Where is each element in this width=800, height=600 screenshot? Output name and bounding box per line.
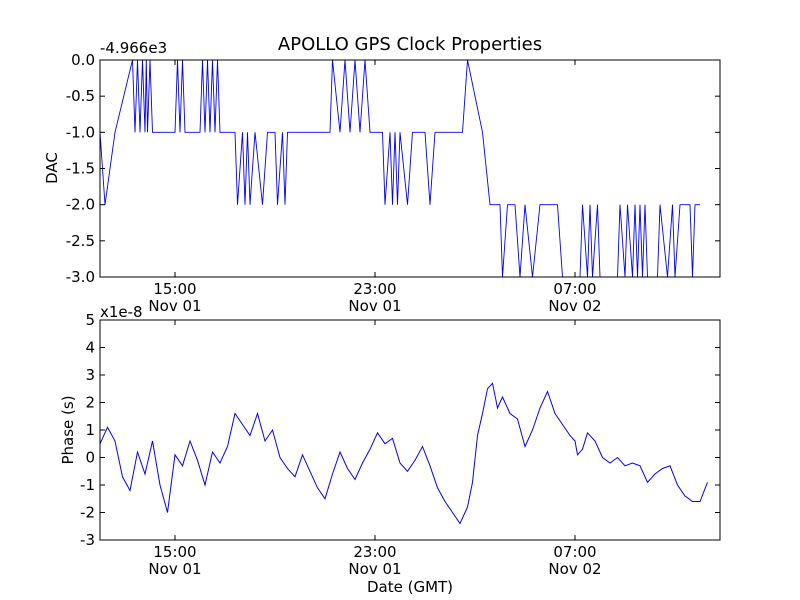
phase-x-tick-label-time: 07:00 — [553, 543, 596, 561]
phase-x-tick-label-date: Nov 02 — [548, 560, 601, 578]
phase-axes-frame — [99, 319, 721, 541]
dac-y-tick-label: -1.5 — [66, 160, 95, 178]
dac-y-tick-label: -2.0 — [66, 196, 95, 214]
dac-x-tick-label-date: Nov 01 — [348, 297, 401, 315]
dac-series-line — [100, 60, 700, 277]
x-axis-label: Date (GMT) — [367, 578, 453, 596]
dac-y-tick-label: -3.0 — [66, 268, 95, 286]
phase-series-line — [100, 382, 708, 525]
phase-x-tick-label-time: 23:00 — [353, 543, 396, 561]
dac-offset-text: -4.966e3 — [100, 39, 167, 57]
phase-y-tick-label: 3 — [85, 366, 95, 384]
dac-x-tick-label-time: 15:00 — [153, 280, 196, 298]
dac-y-axis-label: DAC — [43, 152, 61, 184]
dac-y-tick-label: -2.5 — [66, 232, 95, 250]
phase-y-tick-label: -1 — [80, 476, 95, 494]
phase-offset-text: x1e-8 — [100, 303, 143, 321]
dac-x-tick-label-date: Nov 01 — [148, 297, 201, 315]
phase-x-tick-label-date: Nov 01 — [148, 560, 201, 578]
phase-y-tick-label: 2 — [85, 394, 95, 412]
dac-panel: -4.966e3 DAC 0.0 -0.5 -1.0 -1.5 -2.0 -2.5 -3.0… — [43, 39, 721, 315]
dac-x-tick-label-date: Nov 02 — [548, 297, 601, 315]
phase-y-tick-label: -3 — [80, 531, 95, 549]
dac-y-tick-label: -0.5 — [66, 87, 95, 105]
phase-y-tick-label: 4 — [85, 339, 95, 357]
phase-y-tick-label: 0 — [85, 449, 95, 467]
phase-y-tick-label: 5 — [85, 311, 95, 329]
dac-y-tick-label: 0.0 — [71, 51, 95, 69]
phase-y-tick-label: -2 — [80, 504, 95, 522]
dac-x-tick-label-time: 23:00 — [353, 280, 396, 298]
phase-panel: x1e-8 Phase (s) Date (GMT) 5 4 3 2 1 0 -1 -2 -3 1… — [59, 303, 721, 596]
phase-y-axis-label: Phase (s) — [59, 395, 77, 464]
phase-y-tick-label: 1 — [85, 421, 95, 439]
chart-title: APOLLO GPS Clock Properties — [278, 34, 542, 55]
phase-x-tick-label-time: 15:00 — [153, 543, 196, 561]
phase-x-tick-label-date: Nov 01 — [348, 560, 401, 578]
dac-y-tick-label: -1.0 — [66, 123, 95, 141]
dac-x-tick-label-time: 07:00 — [553, 280, 596, 298]
